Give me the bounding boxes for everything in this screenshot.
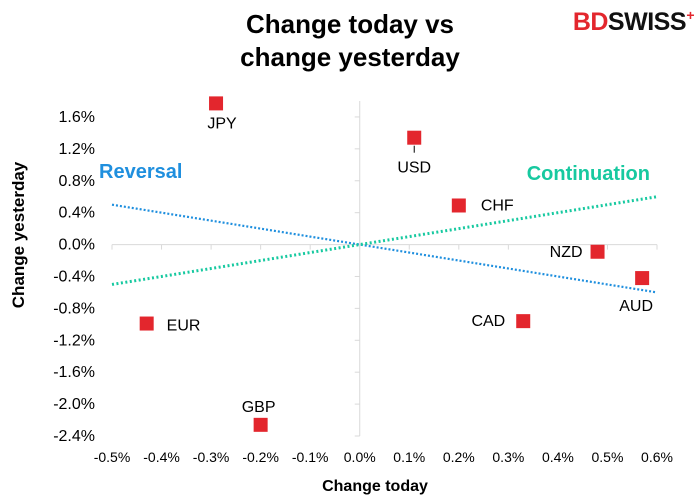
y-tick-label: 0.0% xyxy=(59,237,95,254)
x-tick-label: -0.2% xyxy=(242,449,279,465)
brand-logo-part-2: SWISS xyxy=(607,8,687,36)
data-point-chf xyxy=(451,198,466,213)
trend-line-label-reversal: Reversal xyxy=(99,161,182,183)
data-label-eur: EUR xyxy=(167,318,201,335)
y-axis-title: Change yesterday xyxy=(9,161,28,308)
data-label-jpy: JPY xyxy=(207,115,237,132)
y-tick-label: -1.6% xyxy=(53,364,95,381)
x-tick-label: 0.3% xyxy=(492,449,524,465)
y-tick-label: 0.8% xyxy=(59,173,95,190)
data-label-aud: AUD xyxy=(619,298,653,315)
data-point-jpy xyxy=(209,96,224,111)
data-point-usd xyxy=(407,130,422,145)
x-tick-label: 0.1% xyxy=(393,449,425,465)
x-tick-label: 0.2% xyxy=(443,449,475,465)
brand-logo-part-1: BD xyxy=(572,8,609,36)
data-label-cad: CAD xyxy=(471,313,505,330)
x-tick-label: -0.1% xyxy=(292,449,329,465)
data-point-gbp xyxy=(253,417,268,432)
trend-line-continuation xyxy=(111,195,658,286)
x-tick-label: 0.5% xyxy=(591,449,623,465)
data-point-aud xyxy=(635,271,650,286)
trend-line-reversal xyxy=(111,203,658,294)
y-tick-label: 1.6% xyxy=(59,109,95,126)
chart-title: Change today vs change yesterday xyxy=(150,8,550,74)
y-tick-label: 1.2% xyxy=(59,141,95,158)
x-axis-title: Change today xyxy=(322,478,428,495)
data-label-gbp: GBP xyxy=(242,399,276,416)
data-label-nzd: NZD xyxy=(550,244,583,261)
chart-title-line-1: Change today vs xyxy=(245,9,455,39)
brand-logo: BDSWISS + xyxy=(572,7,695,37)
x-tick-label: 0.4% xyxy=(542,449,574,465)
y-tick-label: -2.0% xyxy=(53,396,95,413)
data-label-chf: CHF xyxy=(481,197,514,214)
y-tick-label: -2.4% xyxy=(53,428,95,445)
data-point-cad xyxy=(516,314,531,329)
brand-logo-mark: + xyxy=(686,7,694,23)
x-tick-label: 0.0% xyxy=(344,449,376,465)
chart-title-line-2: change yesterday xyxy=(240,42,460,72)
data-point-nzd xyxy=(590,244,605,259)
x-tick-label: -0.4% xyxy=(143,449,180,465)
x-tick-label: -0.5% xyxy=(94,449,131,465)
data-point-eur xyxy=(139,316,154,331)
x-tick-label: -0.3% xyxy=(193,449,230,465)
data-label-usd: USD xyxy=(397,160,431,177)
y-tick-label: -0.4% xyxy=(53,268,95,285)
x-tick-label: 0.6% xyxy=(641,449,673,465)
y-tick-label: 0.4% xyxy=(59,205,95,222)
trend-line-label-continuation: Continuation xyxy=(527,163,650,185)
y-tick-label: -1.2% xyxy=(53,332,95,349)
y-tick-label: -0.8% xyxy=(53,300,95,317)
